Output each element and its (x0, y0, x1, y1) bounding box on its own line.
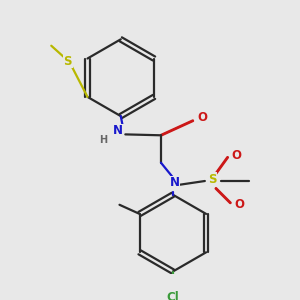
Text: Cl: Cl (167, 291, 179, 300)
Text: N: N (170, 176, 180, 189)
Text: S: S (64, 55, 72, 68)
Text: S: S (208, 173, 216, 186)
Text: O: O (197, 111, 207, 124)
Text: H: H (99, 135, 107, 145)
Text: N: N (113, 124, 123, 137)
Text: O: O (232, 149, 242, 162)
Text: O: O (235, 198, 244, 211)
